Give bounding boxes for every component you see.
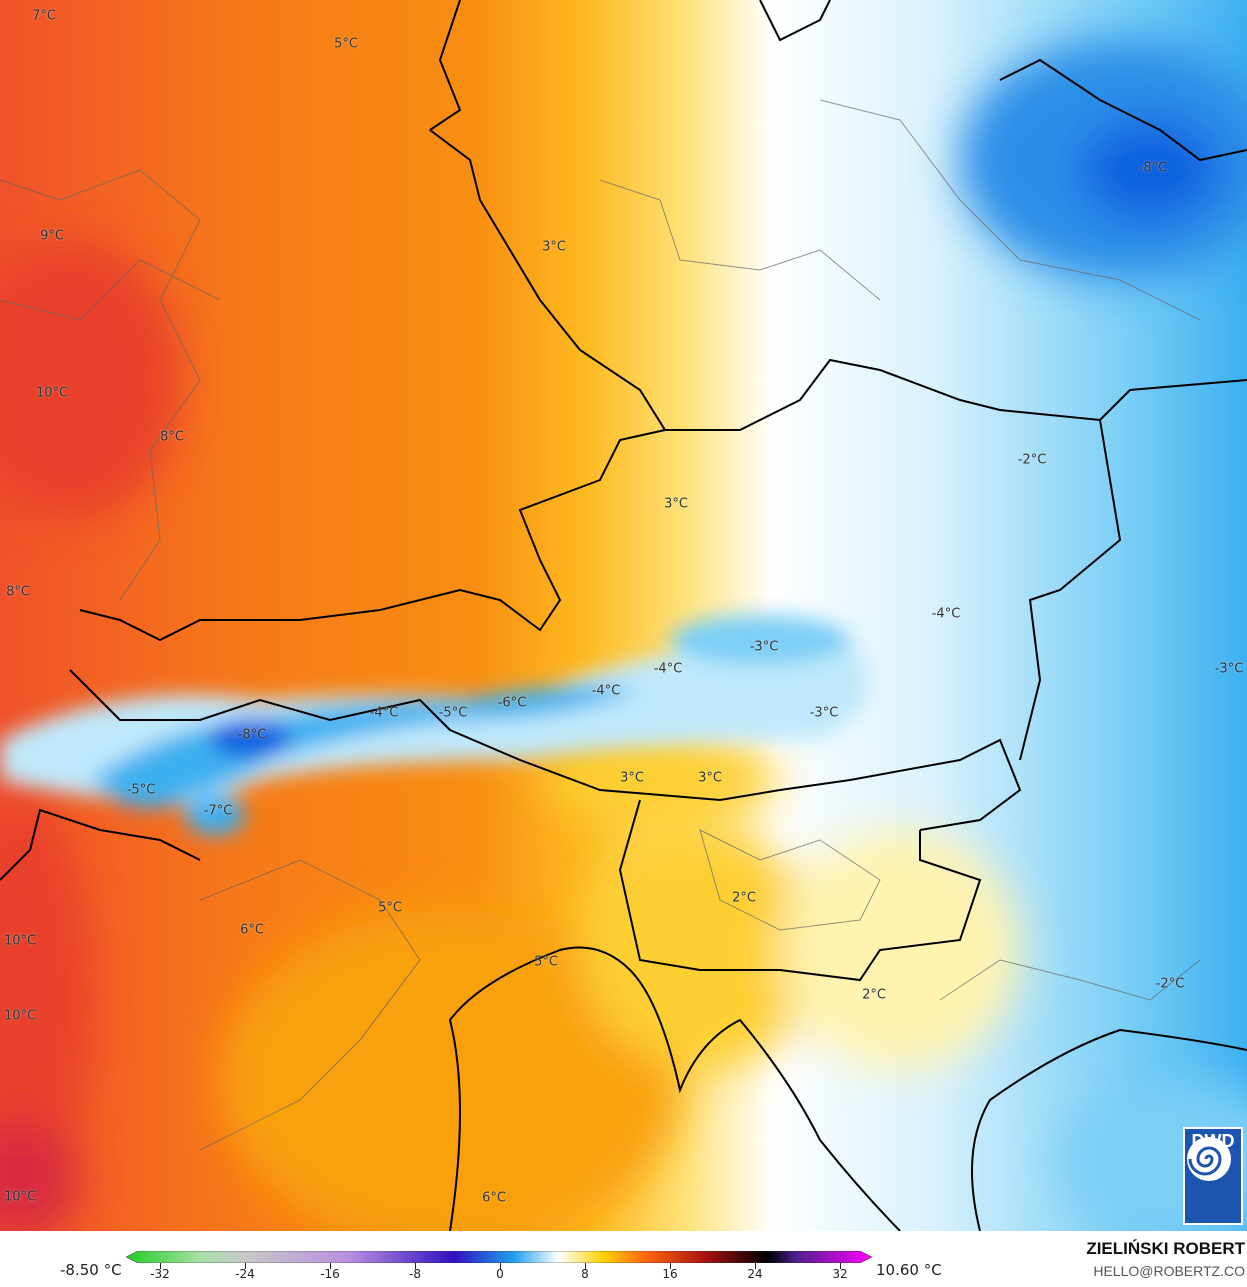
dwd-logo: DWD bbox=[1183, 1127, 1243, 1225]
isotherm-label: -8°C bbox=[1138, 160, 1168, 176]
scale-tick-label: -24 bbox=[235, 1267, 255, 1281]
isotherm-label: 10°C bbox=[3, 933, 37, 949]
scale-tick-label: -16 bbox=[320, 1267, 340, 1281]
scale-tick-mark bbox=[245, 1263, 246, 1269]
color-scale-bar bbox=[126, 1251, 872, 1263]
scale-tick-mark bbox=[500, 1263, 501, 1269]
isotherm-label: -7°C bbox=[203, 803, 233, 819]
isotherm-label: 5°C bbox=[334, 36, 358, 52]
author-email: HELLO@ROBERTZ.CO bbox=[1093, 1263, 1245, 1279]
isotherm-label: 3°C bbox=[698, 770, 722, 786]
isotherm-label: -5°C bbox=[126, 782, 156, 798]
isotherm-label: -4°C bbox=[931, 606, 961, 622]
scale-tick-label: 0 bbox=[496, 1267, 504, 1281]
scale-tick-label: 8 bbox=[581, 1267, 589, 1281]
isotherm-label: -3°C bbox=[809, 705, 839, 721]
isotherm-label: 5°C bbox=[378, 900, 402, 916]
temperature-field bbox=[0, 0, 1247, 1231]
isotherm-label: -4°C bbox=[369, 705, 399, 721]
isotherm-label: 6°C bbox=[240, 922, 264, 938]
isotherm-label: -4°C bbox=[653, 661, 683, 677]
isotherm-label: 9°C bbox=[40, 228, 64, 244]
isotherm-label: 10°C bbox=[3, 1008, 37, 1024]
scale-tick-label: -32 bbox=[150, 1267, 170, 1281]
isotherm-label: -5°C bbox=[438, 705, 468, 721]
scale-tick-mark bbox=[755, 1263, 756, 1269]
scale-tick-label: 16 bbox=[662, 1267, 678, 1281]
isotherm-label: 8°C bbox=[160, 429, 184, 445]
isotherm-label: 2°C bbox=[732, 890, 756, 906]
country-borders bbox=[0, 0, 1247, 1231]
isotherm-label: 6°C bbox=[482, 1190, 506, 1206]
scale-tick-label: 32 bbox=[832, 1267, 848, 1281]
scale-tick-label: -8 bbox=[409, 1267, 421, 1281]
isotherm-label: -4°C bbox=[591, 683, 621, 699]
isotherm-label: -2°C bbox=[1017, 452, 1047, 468]
scale-tick-mark bbox=[415, 1263, 416, 1269]
scale-tick-label: 24 bbox=[747, 1267, 763, 1281]
isotherm-label: -3°C bbox=[1214, 661, 1244, 677]
scale-tick-mark bbox=[160, 1263, 161, 1269]
isotherm-label: 7°C bbox=[32, 8, 56, 24]
isotherm-label: 8°C bbox=[6, 584, 30, 600]
isotherm-label: 3°C bbox=[620, 770, 644, 786]
isotherm-label: -8°C bbox=[237, 727, 267, 743]
isotherm-label: 3°C bbox=[542, 239, 566, 255]
isotherm-label: 5°C bbox=[534, 954, 558, 970]
isotherm-label: -2°C bbox=[1155, 976, 1185, 992]
legend-footer: -8.50 °C -32 -24 -16 -8 0 8 16 24 32 10.60 °C ZI… bbox=[0, 1231, 1247, 1287]
isotherm-label: -6°C bbox=[497, 695, 527, 711]
isotherm-label: 3°C bbox=[664, 496, 688, 512]
min-value: -8.50 °C bbox=[60, 1261, 122, 1279]
max-value: 10.60 °C bbox=[876, 1261, 942, 1279]
isotherm-label: -3°C bbox=[749, 639, 779, 655]
scale-tick-mark bbox=[840, 1263, 841, 1269]
isotherm-label: 2°C bbox=[862, 987, 886, 1003]
spiral-icon bbox=[1187, 1137, 1231, 1181]
isotherm-label: 10°C bbox=[35, 385, 69, 401]
temperature-map: 7°C 5°C 9°C 3°C -8°C 10°C 8°C -2°C 3°C 8… bbox=[0, 0, 1247, 1232]
region-borders bbox=[0, 99, 1201, 1151]
author-credit: ZIELIŃSKI ROBERT bbox=[1086, 1239, 1245, 1258]
isotherm-label: 10°C bbox=[3, 1189, 37, 1205]
scale-tick-mark bbox=[585, 1263, 586, 1269]
scale-tick-mark bbox=[670, 1263, 671, 1269]
scale-tick-mark bbox=[330, 1263, 331, 1269]
